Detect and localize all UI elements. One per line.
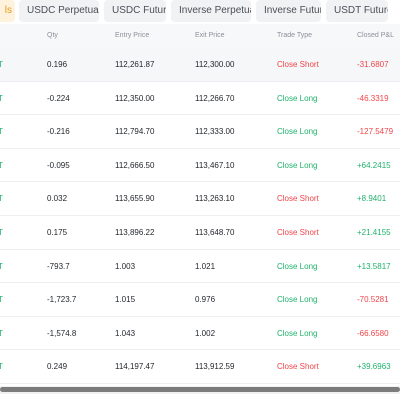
column-header-closed-pnl: Closed P&L	[357, 32, 394, 39]
tab-label: Inverse Futures	[264, 5, 321, 16]
symbol-cell: T	[0, 160, 3, 170]
exit-price-cell: 113,648.70	[195, 228, 235, 237]
table-row[interactable]: T -0.216 112,794.70 112,333.00 Close Long -12…	[0, 115, 400, 149]
trade-type-cell: Close Short	[277, 362, 319, 372]
column-header-qty: Qty	[47, 32, 58, 39]
tab-inverse-futures[interactable]: Inverse Futures	[256, 0, 321, 22]
closed-pnl-cell: +8.9401	[357, 194, 387, 204]
exit-price-cell: 0.976	[195, 295, 216, 305]
qty-cell: -1,723.7	[47, 295, 77, 305]
table-header: Qty Entry Price Exit Price Trade Type Cl…	[0, 24, 400, 48]
exit-price-cell: 112,333.00	[195, 127, 235, 137]
closed-pnl-cell: +21.4155	[357, 228, 391, 237]
scrollbar-thumb[interactable]	[0, 387, 400, 392]
qty-cell: -0.216	[47, 127, 70, 137]
qty-cell: 0.249	[47, 362, 68, 372]
tab-active[interactable]: ls	[0, 0, 15, 22]
trade-type-cell: Close Long	[277, 261, 318, 271]
closed-pnl-cell: +39.6963	[357, 362, 391, 372]
table-row[interactable]: T -793.7 1.003 1.021 Close Long +13.5817	[0, 250, 400, 284]
closed-pnl-cell: -66.6580	[357, 328, 389, 338]
symbol-cell: T	[0, 295, 3, 305]
table-row[interactable]: T 0.032 113,655.90 113,263.10 Close Short +8.…	[0, 182, 400, 216]
symbol-cell: T	[0, 362, 3, 372]
entry-price-cell: 112,350.00	[115, 93, 155, 103]
symbol-cell: T	[0, 127, 3, 137]
column-header-exit-price: Exit Price	[195, 32, 225, 39]
trade-type-cell: Close Long	[277, 295, 318, 305]
exit-price-cell: 1.002	[195, 328, 216, 338]
qty-cell: -793.7	[47, 261, 70, 271]
trade-type-cell: Close Long	[277, 328, 318, 338]
entry-price-cell: 114,197.47	[115, 362, 155, 372]
tab-label: USDC Futures	[112, 5, 166, 16]
trade-type-cell: Close Long	[277, 160, 318, 170]
trade-type-cell: Close Short	[277, 228, 319, 237]
tab-label: Inverse Perpetuals	[179, 5, 251, 16]
table-row[interactable]: T -1,723.7 1.015 0.976 Close Long -70.5281	[0, 283, 400, 317]
tab-label: USDT Futures	[334, 5, 388, 16]
closed-pnl-cell: -46.3319	[357, 93, 389, 103]
table-row[interactable]: T 0.175 113,896.22 113,648.70 Close Short +21…	[0, 216, 400, 250]
closed-pnl-cell: +13.5817	[357, 261, 391, 271]
qty-cell: -0.095	[47, 160, 70, 170]
column-header-entry-price: Entry Price	[115, 32, 150, 39]
tab-label: USDC Perpetuals	[27, 5, 99, 16]
tab-usdc-perpetuals[interactable]: USDC Perpetuals	[19, 0, 99, 22]
entry-price-cell: 1.043	[115, 328, 136, 338]
qty-cell: 0.196	[47, 60, 68, 69]
closed-pnl-cell: -127.5479	[357, 127, 394, 137]
trade-type-cell: Close Short	[277, 194, 319, 204]
closed-pnl-cell: +64.2415	[357, 160, 391, 170]
qty-cell: -0.224	[47, 93, 70, 103]
trade-type-cell: Close Short	[277, 60, 319, 69]
tab-label: ls	[4, 5, 12, 16]
symbol-cell: T	[0, 93, 3, 103]
table-row[interactable]: T -0.224 112,350.00 112,266.70 Close Long -46…	[0, 82, 400, 116]
entry-price-cell: 112,794.70	[115, 127, 155, 137]
qty-cell: -1,574.8	[47, 328, 77, 338]
horizontal-scrollbar[interactable]	[0, 386, 400, 394]
contract-type-tabs: ls USDC Perpetuals USDC Futures Inverse …	[0, 0, 400, 24]
exit-price-cell: 113,912.59	[195, 362, 235, 372]
tab-usdc-futures[interactable]: USDC Futures	[104, 0, 166, 22]
exit-price-cell: 1.021	[195, 261, 216, 271]
trades-table-body: T 0.196 112,261.87 112,300.00 Close Short -31…	[0, 48, 400, 384]
exit-price-cell: 113,263.10	[195, 194, 235, 204]
qty-cell: 0.032	[47, 194, 68, 204]
exit-price-cell: 113,467.10	[195, 160, 235, 170]
table-row[interactable]: T -1,574.8 1.043 1.002 Close Long -66.6580	[0, 317, 400, 351]
page-bottom	[0, 394, 400, 400]
entry-price-cell: 113,896.22	[115, 228, 155, 237]
qty-cell: 0.175	[47, 228, 68, 237]
symbol-cell: T	[0, 228, 3, 237]
closed-pnl-cell: -31.6807	[357, 60, 389, 69]
tab-usdt-futures[interactable]: USDT Futures	[326, 0, 388, 22]
trade-type-cell: Close Long	[277, 127, 318, 137]
entry-price-cell: 112,261.87	[115, 60, 155, 69]
trade-type-cell: Close Long	[277, 93, 318, 103]
table-row[interactable]: T 0.249 114,197.47 113,912.59 Close Short +39…	[0, 350, 400, 384]
column-header-trade-type: Trade Type	[277, 32, 313, 39]
entry-price-cell: 1.003	[115, 261, 136, 271]
symbol-cell: T	[0, 328, 3, 338]
closed-pnl-cell: -70.5281	[357, 295, 389, 305]
entry-price-cell: 1.015	[115, 295, 136, 305]
entry-price-cell: 112,666.50	[115, 160, 155, 170]
entry-price-cell: 113,655.90	[115, 194, 155, 204]
table-row[interactable]: T 0.196 112,261.87 112,300.00 Close Short -31…	[0, 48, 400, 82]
table-row[interactable]: T -0.095 112,666.50 113,467.10 Close Long +64…	[0, 149, 400, 183]
tab-inverse-perpetuals[interactable]: Inverse Perpetuals	[171, 0, 251, 22]
symbol-cell: T	[0, 194, 3, 204]
exit-price-cell: 112,300.00	[195, 60, 235, 69]
exit-price-cell: 112,266.70	[195, 93, 235, 103]
symbol-cell: T	[0, 261, 3, 271]
symbol-cell: T	[0, 60, 3, 69]
